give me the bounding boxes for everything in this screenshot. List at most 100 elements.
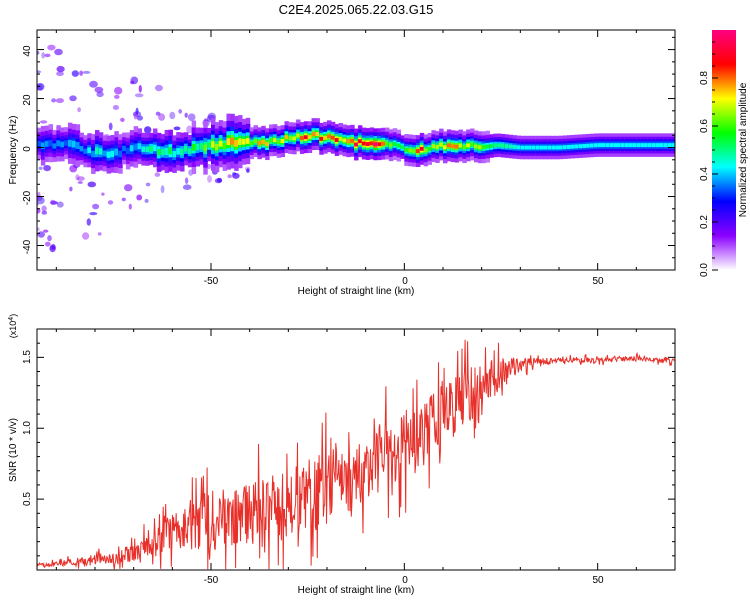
snr-panel: -50 0 50 0.5 1.0 1.5 (x104) SNR (10 * v/… <box>8 314 676 596</box>
spectrogram-noise-cell <box>136 194 143 201</box>
spectrogram-noise-cell <box>38 166 43 170</box>
spectrogram-ridge-cell <box>593 143 599 148</box>
spectrogram-ridge-cell <box>98 148 104 155</box>
spectrogram-ridge-cell <box>651 143 657 148</box>
spectrogram-noise-cell <box>114 86 123 95</box>
colorbar-ticks <box>712 41 718 271</box>
spectrogram-ridge-cell <box>207 141 212 148</box>
spectrogram-ridge-cell <box>392 142 398 147</box>
spectrogram-noise-cell <box>182 184 192 190</box>
spectrogram-ridge-cell <box>644 143 649 148</box>
spectrogram-ridge-cell <box>431 144 436 149</box>
spectrogram-ridge-cell <box>257 141 262 146</box>
colorbar-tick: 0.6 <box>699 119 710 133</box>
spectrogram-ridge-cell <box>141 146 146 152</box>
spectrogram-ridge-cell <box>180 148 185 156</box>
colorbar-gradient <box>712 30 736 270</box>
spectrogram-ridge-cell <box>56 140 61 147</box>
spectrogram-noise-cell <box>47 44 56 51</box>
snr-x-tick: -50 <box>204 575 219 586</box>
spectrogram-y-tick: -20 <box>22 190 33 205</box>
spectrogram-ridge-cell <box>222 142 228 150</box>
spectrogram-ridge-cell <box>454 144 460 149</box>
spectrogram-ridge-cell <box>450 144 456 149</box>
spectrogram-ridge-cell <box>71 140 77 148</box>
spectrogram-x-axis-label: Height of straight line (km) <box>298 286 415 297</box>
spectrogram-noise-cell <box>133 112 138 120</box>
spectrogram-frame <box>36 29 676 271</box>
spectrogram-noise-cell <box>43 229 49 233</box>
spectrogram-ridge-cell <box>91 150 96 158</box>
spectrogram-ridge-cell <box>102 150 108 157</box>
spectrogram-ridge-cell <box>357 139 363 144</box>
spectrogram-heatmap <box>37 44 675 253</box>
spectrogram-ridge-cell <box>381 141 386 146</box>
spectrogram-ridge-cell <box>149 146 154 152</box>
spectrogram-noise-cell <box>108 122 113 131</box>
spectrogram-ridge-cell <box>640 143 645 148</box>
spectrogram-ridge-cell <box>187 148 193 154</box>
spectrogram-noise-cell <box>41 52 46 59</box>
snr-series-line <box>37 339 675 570</box>
spectrogram-ridge-cell <box>361 141 367 146</box>
spectrogram-ridge-cell <box>319 136 324 141</box>
spectrogram-ridge-cell <box>176 148 181 155</box>
spectrogram-noise-cell <box>121 197 126 202</box>
spectrogram-ridge-cell <box>489 144 494 148</box>
spectrogram-ridge-cell <box>613 143 618 148</box>
spectrogram-ridge-cell <box>524 145 529 150</box>
spectrogram-ridge-cell <box>327 134 332 139</box>
spectrogram-ridge-cell <box>48 140 54 147</box>
spectrogram-ridge-cell <box>288 136 293 141</box>
spectrogram-ridge-cell <box>412 148 417 153</box>
spectrogram-ridge-cell <box>350 138 355 143</box>
spectrogram-ridge-cell <box>671 143 675 148</box>
spectrogram-ridge-cell <box>574 144 579 149</box>
spectrogram-noise-cell <box>75 174 80 181</box>
spectrogram-ridge-cell <box>547 145 552 150</box>
spectrogram-ridge-cell <box>214 144 220 151</box>
spectrogram-noise-cell <box>44 53 51 58</box>
spectrogram-noise-cell <box>227 174 232 179</box>
spectrogram-ridge-cell <box>570 144 576 149</box>
spectrogram-ridge-cell <box>110 150 115 158</box>
colorbar-label: Normalized spectral amplitude <box>738 82 749 217</box>
spectrogram-noise-cell <box>155 111 161 116</box>
spectrogram-y-tick: -40 <box>22 239 33 254</box>
spectrogram-ridge-cell <box>435 145 440 150</box>
spectrogram-ridge-cell <box>118 150 123 158</box>
spectrogram-ridge-cell <box>562 145 568 150</box>
spectrogram-x-tick: -50 <box>204 276 219 287</box>
spectrogram-ridge-cell <box>296 133 301 138</box>
spectrogram-ridge-cell <box>624 143 630 148</box>
spectrogram-ridge-cell <box>620 143 626 148</box>
spectrogram-ridge-cell <box>276 139 282 144</box>
spectrogram-noise-cell <box>86 218 92 226</box>
spectrogram-ridge-cell <box>95 147 100 155</box>
colorbar-tick: 0.2 <box>699 215 710 229</box>
colorbar-tick: 0.8 <box>699 71 710 85</box>
spectrogram-noise-cell <box>77 107 81 113</box>
spectrogram-noise-cell <box>37 70 42 74</box>
spectrogram-ridge-cell <box>60 141 65 148</box>
spectrogram-ridge-cell <box>44 140 50 147</box>
spectrogram-ridge-cell <box>617 143 622 148</box>
spectrogram-noise-cell <box>87 181 97 188</box>
spectrogram-noise-cell <box>246 168 250 173</box>
spectrogram-ridge-cell <box>292 136 297 141</box>
spectrogram-ridge-cell <box>470 142 475 147</box>
spectrogram-ridge-cell <box>226 138 231 146</box>
snr-x-tick: 50 <box>592 575 604 586</box>
spectrogram-ridge-cell <box>605 143 610 148</box>
spectrogram-ridge-cell <box>164 147 170 156</box>
spectrogram-ridge-cell <box>628 143 634 148</box>
spectrogram-ridge-cell <box>245 138 251 144</box>
spectrogram-panel: -50 0 50 40 20 0 -20 -40 Height of strai… <box>8 29 676 297</box>
spectrogram-ridge-cell <box>299 136 305 140</box>
spectrogram-noise-cell <box>173 126 181 131</box>
spectrogram-noise-cell <box>37 191 41 199</box>
spectrogram-ridge-cell <box>315 132 320 137</box>
spectrogram-ridge-cell <box>241 138 247 145</box>
spectrogram-noise-cell <box>160 185 165 194</box>
